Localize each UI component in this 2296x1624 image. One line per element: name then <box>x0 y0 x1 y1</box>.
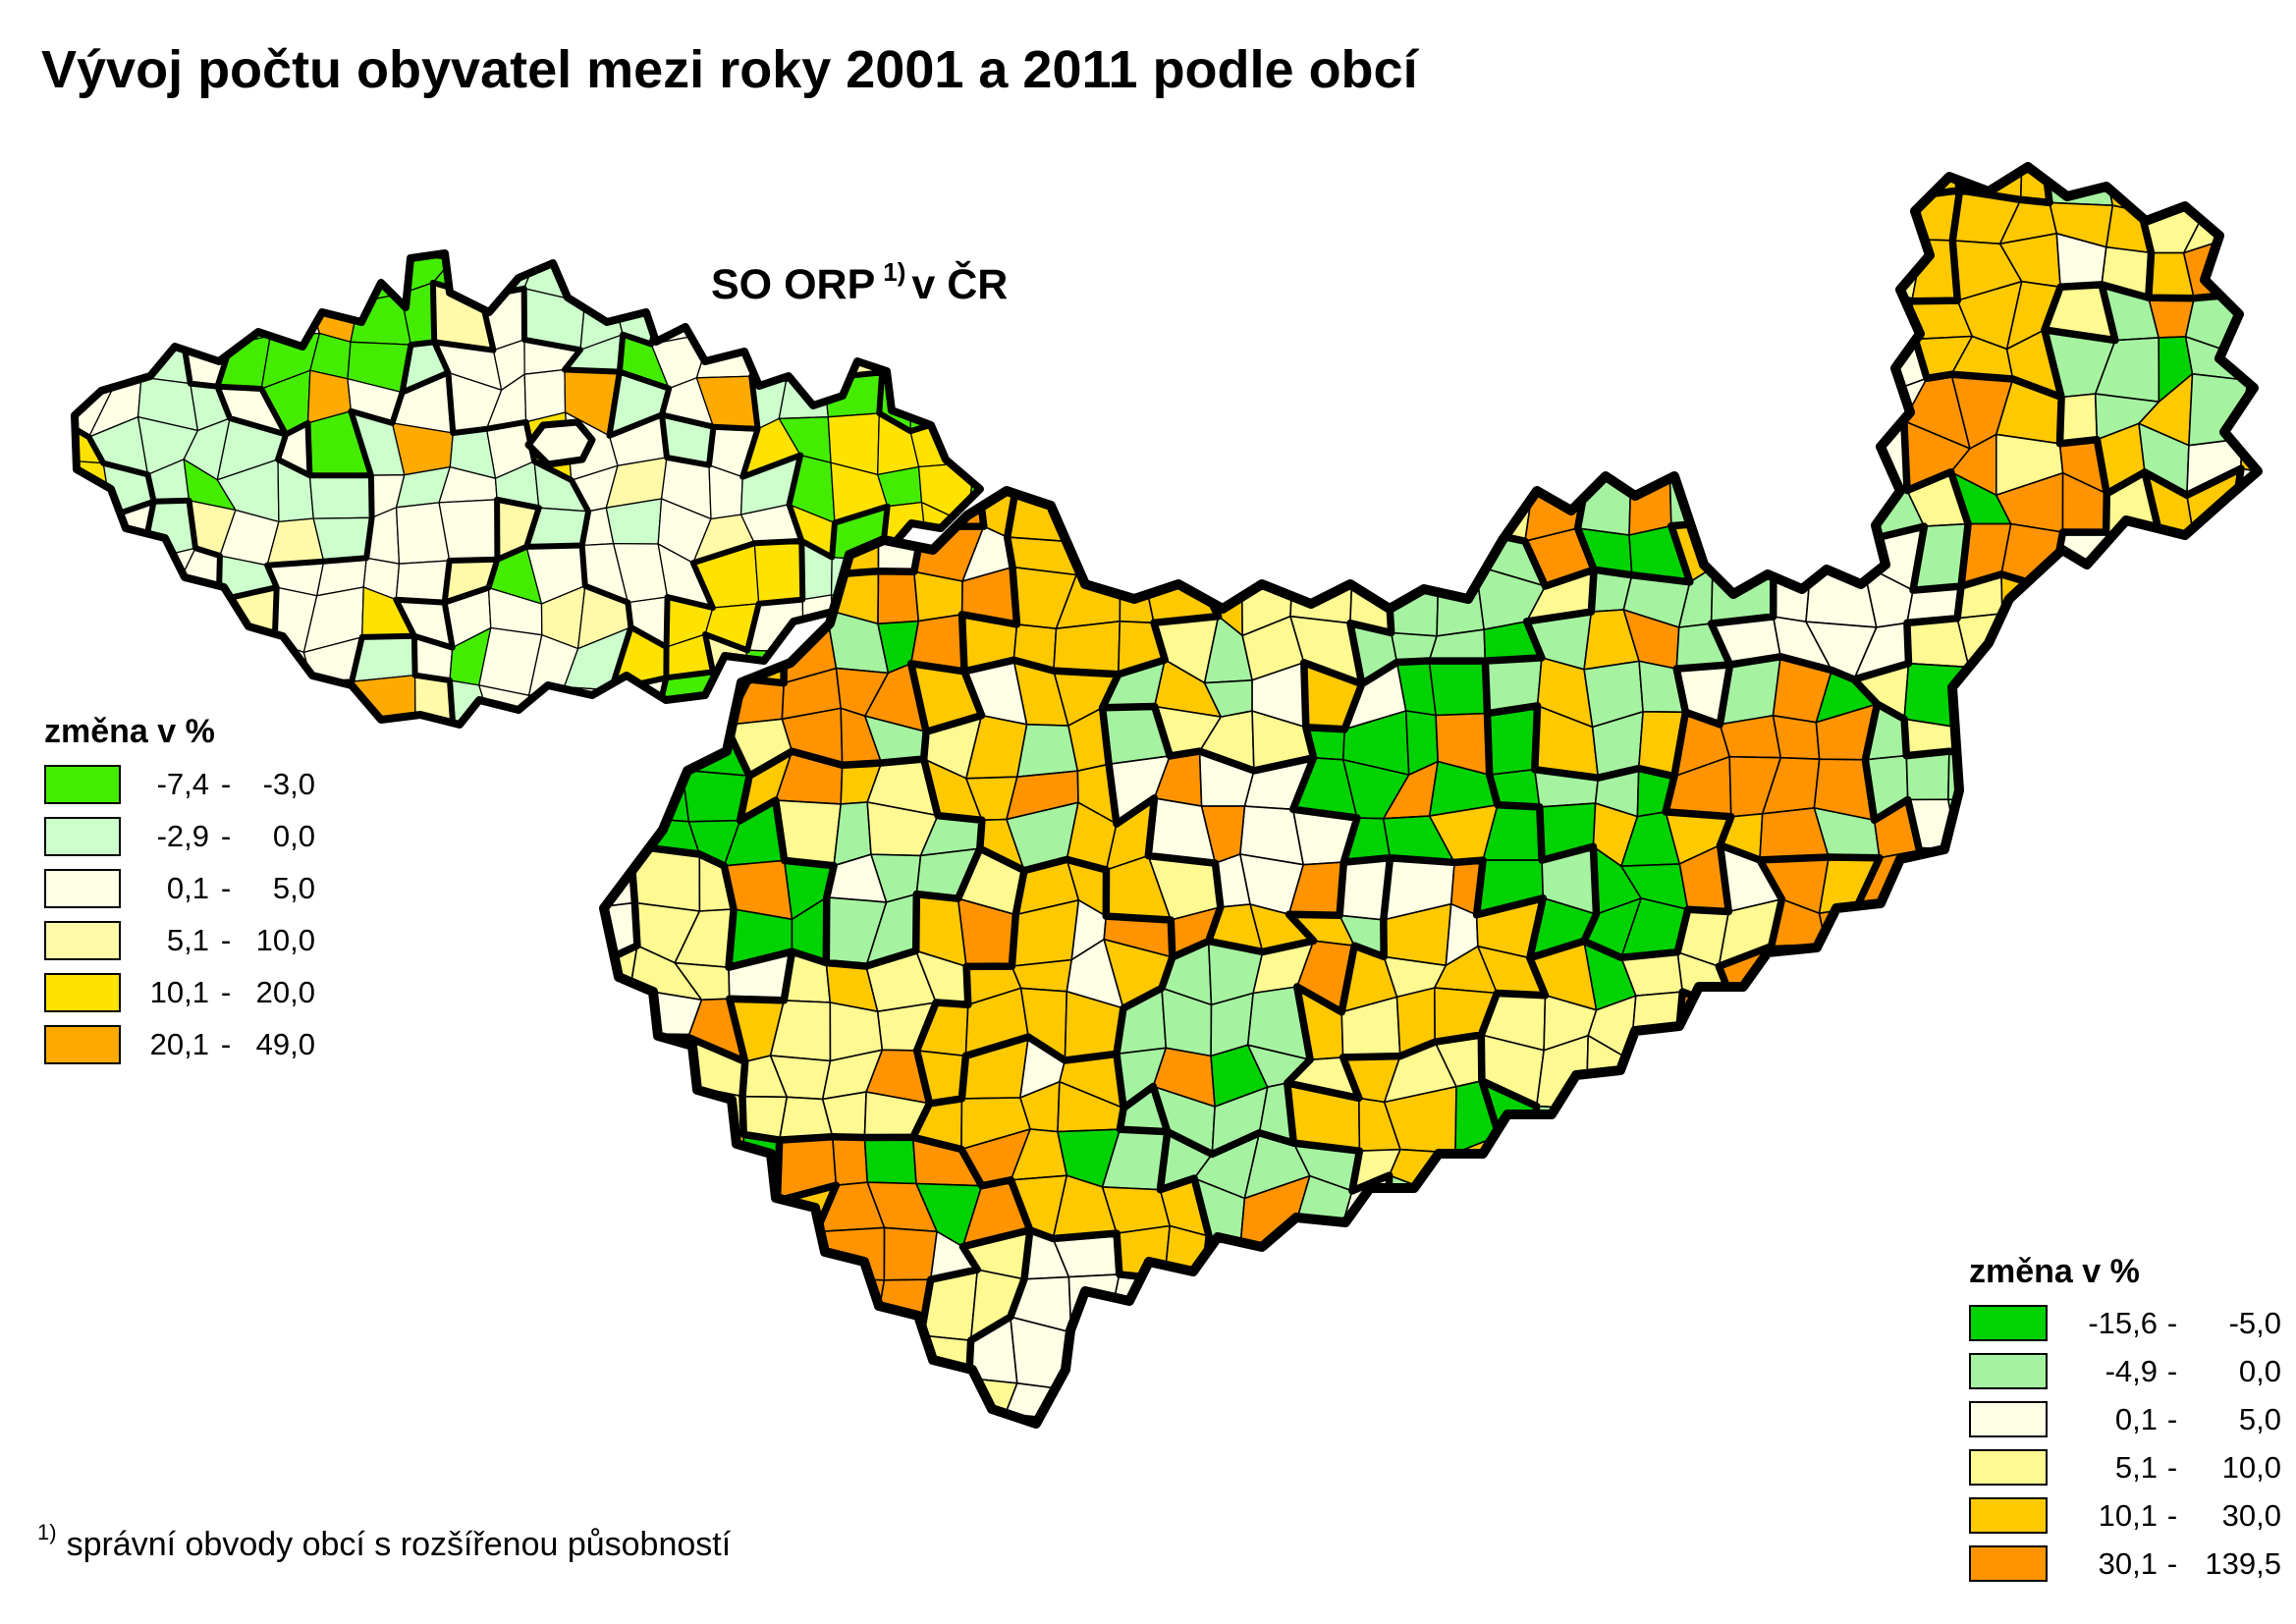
inset-map-title-suffix: v ČR <box>911 261 1009 308</box>
legend-row: 0,1-5,0 <box>1969 1401 2281 1437</box>
region-municipalities-choropleth-map <box>599 162 2263 1429</box>
legend-row: -2,9-0,0 <box>44 817 315 856</box>
legend-row: 0,1-5,0 <box>44 869 315 908</box>
cr-inset-choropleth-map <box>71 249 984 729</box>
footnote-text: správní obvody obcí s rozšířenou působno… <box>66 1526 732 1563</box>
legend-range: 5,1-10,0 <box>2114 1449 2281 1485</box>
legend-swatch <box>1969 1545 2048 1582</box>
legend-range: 30,1-139,5 <box>2098 1545 2281 1581</box>
legend-range: 5,1-10,0 <box>166 923 315 957</box>
legend-swatch <box>1969 1497 2048 1534</box>
legend-row: 20,1-49,0 <box>44 1025 315 1064</box>
legend-large-map: změna v % -15,6- -5,0 -4,9-0,0 0,1-5,0 5,… <box>1969 1253 2281 1594</box>
legend-small-map: změna v % -7,4- -3,0 -2,9-0,0 0,1-5,0 5,1… <box>44 713 315 1077</box>
legend-swatch <box>44 973 121 1012</box>
legend-range: -7,4- -3,0 <box>156 767 315 801</box>
footnote-marker: 1) <box>37 1520 57 1544</box>
legend-range: -2,9-0,0 <box>156 819 315 853</box>
legend-range: -4,9-0,0 <box>2105 1353 2281 1388</box>
inset-map-title-text: SO ORP <box>711 261 876 308</box>
legend-swatch <box>1969 1401 2048 1437</box>
legend-swatch <box>1969 1305 2048 1341</box>
legend-swatch <box>1969 1353 2048 1389</box>
legend-row: 5,1-10,0 <box>44 921 315 960</box>
legend-swatch <box>44 765 121 804</box>
legend-range: 10,1-30,0 <box>2098 1497 2281 1533</box>
legend-row: -7,4- -3,0 <box>44 765 315 804</box>
legend-range: 0,1-5,0 <box>2114 1401 2281 1436</box>
inset-map-title: SO ORP 1) v ČR <box>711 257 1008 309</box>
page-title: Vývoj počtu obyvatel mezi roky 2001 a 20… <box>41 40 1418 99</box>
legend-range: 10,1-20,0 <box>149 975 315 1009</box>
legend-row: 5,1-10,0 <box>1969 1449 2281 1486</box>
legend-row: 30,1-139,5 <box>1969 1545 2281 1582</box>
legend-row: -4,9-0,0 <box>1969 1353 2281 1389</box>
legend-row: 10,1-20,0 <box>44 973 315 1012</box>
footnote: 1) správní obvody obcí s rozšířenou působ… <box>37 1520 731 1564</box>
legend-swatch <box>1969 1449 2048 1486</box>
legend-range: 20,1-49,0 <box>149 1027 315 1061</box>
legend-row: -15,6- -5,0 <box>1969 1305 2281 1341</box>
legend-swatch <box>44 817 121 856</box>
legend-range: -15,6- -5,0 <box>2088 1305 2281 1340</box>
legend-row: 10,1-30,0 <box>1969 1497 2281 1534</box>
legend-swatch <box>44 921 121 960</box>
legend-swatch <box>44 1025 121 1064</box>
legend-swatch <box>44 869 121 908</box>
legend-small-map-title: změna v % <box>44 713 215 750</box>
inset-map-title-footnote-marker: 1) <box>883 257 906 287</box>
legend-large-map-title: změna v % <box>1969 1253 2140 1290</box>
legend-range: 0,1-5,0 <box>166 871 315 905</box>
